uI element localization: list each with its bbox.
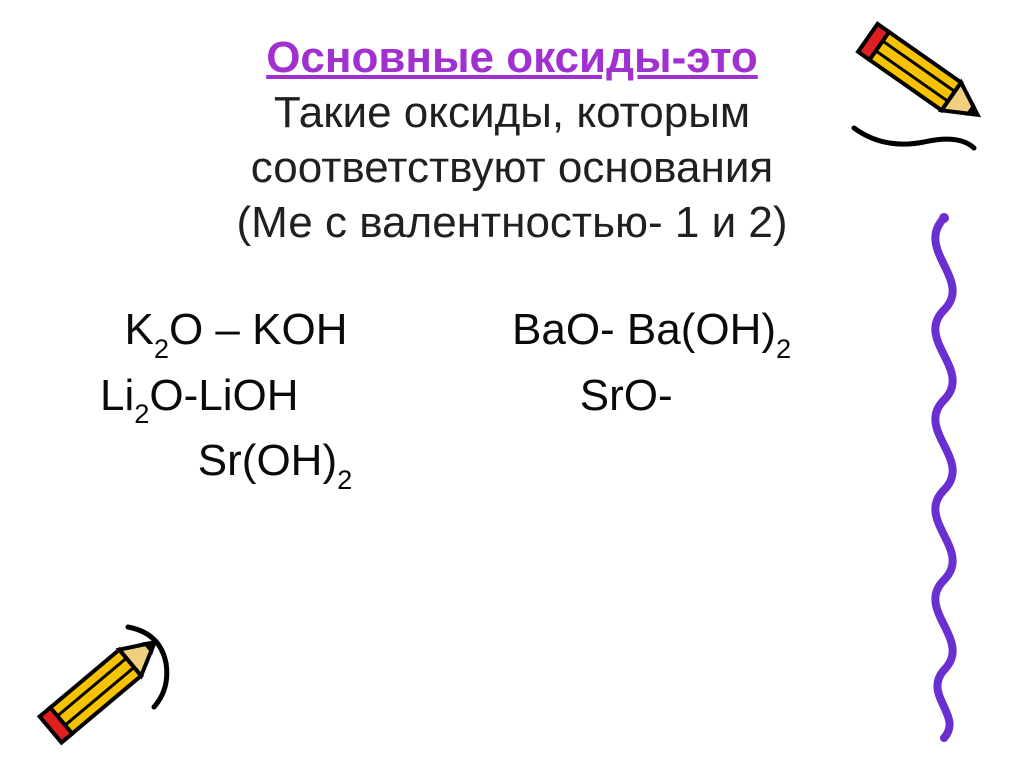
formula-row-3: Sr(OH)2 [100, 431, 904, 495]
txt: O – KOH [169, 305, 348, 354]
pencil-icon [10, 597, 190, 767]
formula-row-1: K2O – KOH BaO- Ba(OH)2 [100, 300, 904, 364]
formula-block: K2O – KOH BaO- Ba(OH)2 Li2O-LiOH SrO- Sr… [90, 300, 934, 495]
formula-k2o-koh: K2O – KOH [100, 300, 492, 364]
sub: 2 [154, 333, 169, 364]
txt: Li [100, 371, 134, 420]
txt: O-LiOH [149, 371, 298, 420]
title-line-4: (Ме с валентностью- 1 и 2) [236, 198, 787, 247]
txt: BaO- Ba(OH) [512, 305, 776, 354]
squiggle-icon [904, 210, 984, 750]
sub: 2 [776, 333, 791, 364]
formula-bao-baoh2: BaO- Ba(OH)2 [492, 300, 904, 364]
slide-content: Основные оксиды-это Такие оксиды, которы… [90, 30, 934, 495]
title-block: Основные оксиды-это Такие оксиды, которы… [90, 30, 934, 250]
sub: 2 [337, 464, 352, 495]
title-line-2: Такие оксиды, которым [274, 88, 750, 137]
pencil-icon [824, 0, 1004, 160]
title-line-1: Основные оксиды-это [266, 33, 758, 82]
txt: K [124, 305, 153, 354]
sub: 2 [134, 398, 149, 429]
indent [100, 436, 198, 485]
txt: SrO- [580, 371, 673, 420]
txt: Sr(OH) [198, 436, 337, 485]
spacer [299, 371, 580, 420]
formula-row-2: Li2O-LiOH SrO- [100, 366, 904, 430]
title-line-3: соответствуют основания [251, 143, 773, 192]
